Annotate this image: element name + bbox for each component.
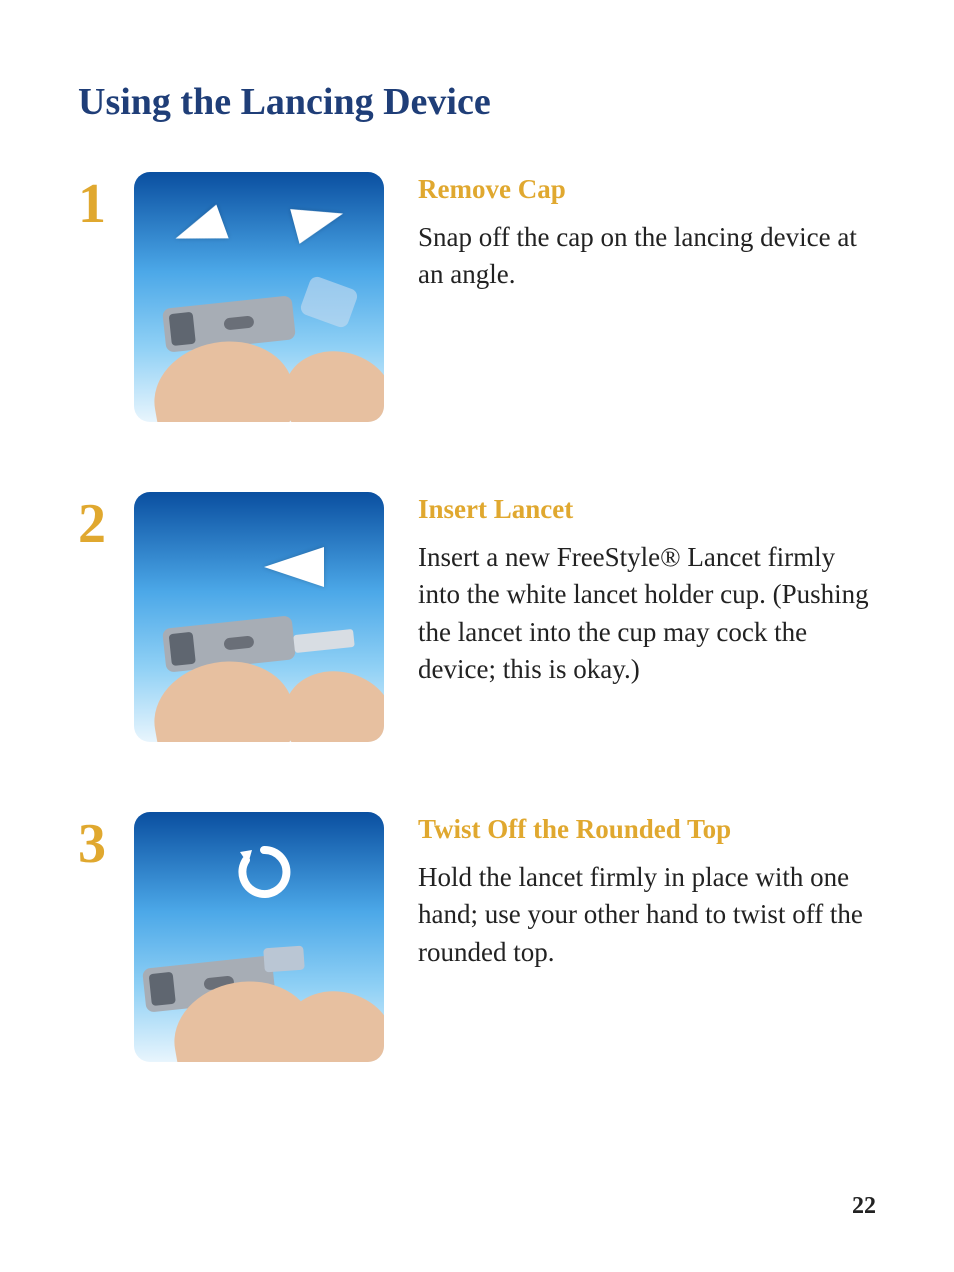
step-body-3: Hold the lancet firmly in place with one… [418,859,876,971]
hand-illustration [274,979,384,1062]
cap-illustration [299,275,360,330]
step-body-2: Insert a new FreeStyle® Lancet firmly in… [418,539,876,688]
step-heading-3: Twist Off the Rounded Top [418,814,876,845]
step-text: Remove Cap Snap off the cap on the lanci… [418,172,876,294]
step-left: 2 [78,492,418,742]
step-image-remove-cap [134,172,384,422]
step-text: Twist Off the Rounded Top Hold the lance… [418,812,876,971]
step-heading-1: Remove Cap [418,174,876,205]
step-2: 2 Insert Lancet Insert a new FreeStyle® … [78,492,876,742]
page-number: 22 [852,1193,876,1220]
page-title: Using the Lancing Device [78,80,876,124]
hand-illustration [274,659,384,742]
step-heading-2: Insert Lancet [418,494,876,525]
lancet-top-illustration [263,946,305,973]
step-text: Insert Lancet Insert a new FreeStyle® La… [418,492,876,688]
step-3: 3 Twist Off the Rounded Top Hold the lan… [78,812,876,1062]
arrow-left-icon [264,547,324,587]
step-left: 3 [78,812,418,1062]
arrow-right-icon [290,196,348,244]
step-1: 1 Remove Cap Snap off the cap on the lan… [78,172,876,422]
lancet-illustration [293,629,355,653]
step-body-1: Snap off the cap on the lancing device a… [418,219,876,294]
step-number-1: 1 [78,176,128,232]
step-image-twist-off [134,812,384,1062]
step-left: 1 [78,172,418,422]
step-image-insert-lancet [134,492,384,742]
hand-illustration [274,339,384,422]
step-number-2: 2 [78,496,128,552]
arrow-left-icon [169,205,228,256]
step-number-3: 3 [78,816,128,872]
twist-arrow-icon [234,842,294,902]
